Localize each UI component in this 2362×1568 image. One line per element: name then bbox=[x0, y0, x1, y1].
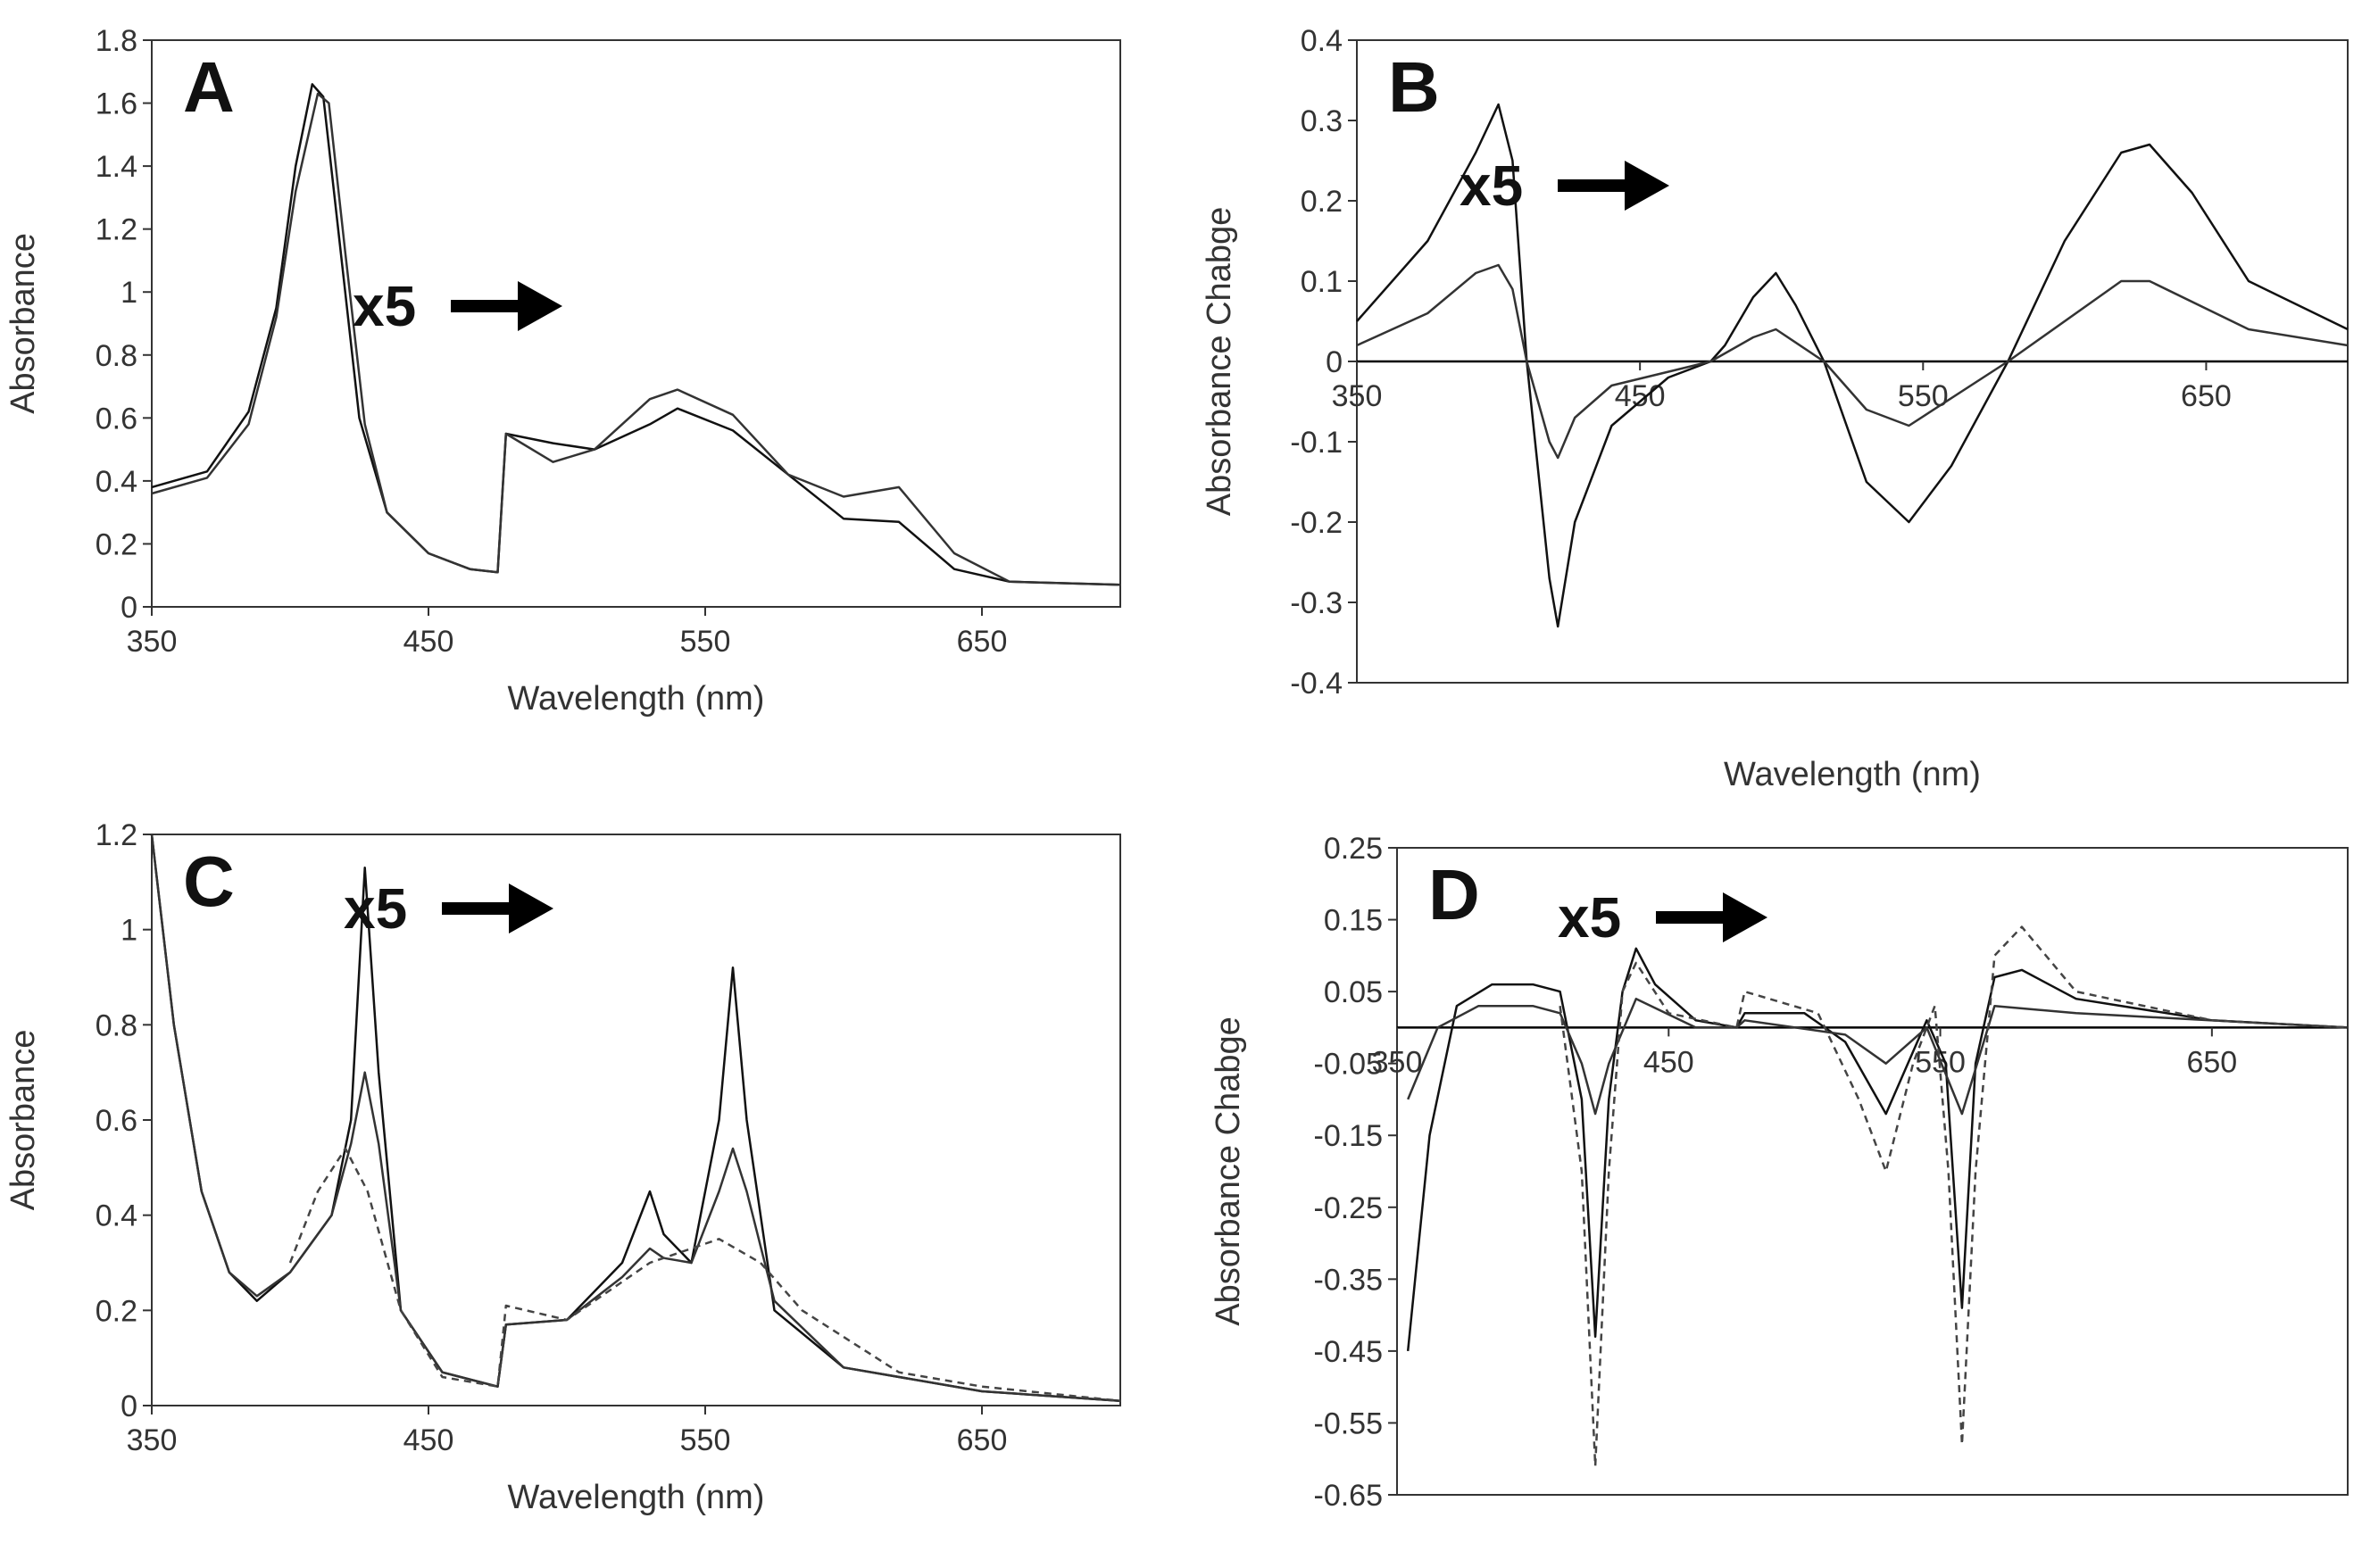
y-tick-label: 1.2 bbox=[96, 818, 137, 852]
y-tick-label: 0.25 bbox=[1324, 832, 1383, 866]
y-tick-label: 0 bbox=[121, 1390, 137, 1423]
panel-a: 0 0.2 0.4 0.6 0.8 1 1.2 1.4 1.6 1.8 350 450 550 650 Ax… bbox=[4, 24, 1121, 718]
x-axis-title: Wavelength (nm) bbox=[508, 1479, 765, 1516]
spectrum-line-1 bbox=[1406, 947, 2349, 1352]
x-tick-label: 450 bbox=[403, 1423, 454, 1457]
y-tick-label: 0.2 bbox=[96, 527, 137, 561]
x-tick-label: 450 bbox=[403, 625, 454, 659]
y-tick-label: 0 bbox=[1326, 345, 1343, 379]
y-tick-label: 0.8 bbox=[96, 1008, 137, 1042]
plot-frame bbox=[1396, 847, 2349, 1496]
y-tick-label: 1.6 bbox=[96, 87, 137, 121]
y-tick-label: 0.4 bbox=[1301, 24, 1343, 58]
y-tick-label: 1.2 bbox=[96, 213, 137, 247]
right-arrow-icon bbox=[442, 884, 553, 933]
spectrum-line-3 bbox=[288, 1147, 1121, 1402]
y-axis-title: Absorbance Chabge bbox=[1201, 207, 1238, 516]
y-tick-label: -0.3 bbox=[1290, 586, 1343, 620]
x-tick-label: 550 bbox=[1898, 379, 1949, 413]
spectrum-line-2 bbox=[151, 92, 1121, 586]
y-tick-label: 0.05 bbox=[1324, 975, 1383, 1009]
y-tick-label: 0.4 bbox=[96, 465, 137, 499]
y-tick-label: 0.15 bbox=[1324, 904, 1383, 938]
y-tick-label: -0.45 bbox=[1314, 1335, 1384, 1369]
y-tick-label: -0.4 bbox=[1290, 667, 1343, 701]
x-tick-label: 650 bbox=[957, 1423, 1008, 1457]
magnification-label: x5 bbox=[344, 876, 407, 941]
y-tick-label: 1.8 bbox=[96, 24, 137, 58]
y-tick-label: -0.25 bbox=[1314, 1191, 1384, 1225]
spectrum-line-2 bbox=[1407, 997, 2349, 1116]
panel-d: -0.65 -0.55 -0.45 -0.35 -0.25 -0.15 -0.05 0.05 0… bbox=[1210, 832, 2349, 1513]
right-arrow-icon bbox=[451, 281, 562, 331]
y-tick-label: 0.4 bbox=[96, 1199, 137, 1233]
y-tick-label: 0.6 bbox=[96, 402, 137, 436]
spectrum-line-1 bbox=[150, 834, 1121, 1402]
right-arrow-icon bbox=[1656, 892, 1767, 942]
y-tick-label: -0.2 bbox=[1290, 506, 1343, 540]
x-tick-label: 650 bbox=[2181, 379, 2232, 413]
x-axis-title: Wavelength (nm) bbox=[508, 680, 765, 718]
panel-c: 0 0.2 0.4 0.6 0.8 1 1.2 350 450 550 650 C x5 Waveleng… bbox=[4, 818, 1121, 1516]
y-tick-label: -0.35 bbox=[1314, 1263, 1384, 1297]
y-axis-title: Absorbance Chabge bbox=[1210, 1016, 1247, 1325]
magnification-label: x5 bbox=[1558, 885, 1621, 950]
spectrum-line-1 bbox=[1356, 103, 2349, 628]
spectrum-line-2 bbox=[1356, 263, 2349, 460]
y-axis-title: Absorbance bbox=[4, 1030, 42, 1211]
plot-frame bbox=[151, 39, 1121, 608]
y-tick-label: 0.2 bbox=[1301, 185, 1343, 219]
y-tick-label: 0.3 bbox=[1301, 104, 1343, 138]
panel-letter: B bbox=[1388, 47, 1440, 127]
spectrum-line-1 bbox=[151, 83, 1121, 586]
magnification-label: x5 bbox=[1460, 153, 1523, 218]
y-tick-label: 0.8 bbox=[96, 339, 137, 373]
x-tick-label: 550 bbox=[680, 1423, 731, 1457]
x-tick-label: 350 bbox=[1372, 1045, 1423, 1079]
y-tick-label: -0.05 bbox=[1314, 1048, 1384, 1082]
x-tick-label: 650 bbox=[957, 625, 1008, 659]
x-tick-label: 450 bbox=[1615, 379, 1666, 413]
y-tick-label: -0.1 bbox=[1290, 426, 1343, 460]
y-tick-label: 1 bbox=[121, 276, 137, 310]
y-tick-label: 1.4 bbox=[96, 150, 137, 184]
y-tick-label: -0.65 bbox=[1314, 1479, 1384, 1513]
x-tick-label: 650 bbox=[2186, 1045, 2237, 1079]
panel-b: -0.4 -0.3 -0.2 -0.1 0 0.1 0.2 0.3 0.4 350 450 550 65… bbox=[1201, 24, 2349, 793]
magnification-label: x5 bbox=[353, 274, 416, 338]
y-tick-label: 0 bbox=[121, 591, 137, 625]
x-axis-title: Wavelength (nm) bbox=[1724, 756, 1981, 793]
x-tick-label: 450 bbox=[1643, 1045, 1694, 1079]
y-tick-label: 1 bbox=[121, 914, 137, 948]
y-tick-label: 0.6 bbox=[96, 1104, 137, 1138]
plot-frame bbox=[151, 834, 1121, 1406]
y-axis-title: Absorbance bbox=[4, 233, 42, 414]
x-tick-label: 550 bbox=[680, 625, 731, 659]
x-tick-label: 350 bbox=[127, 1423, 178, 1457]
panel-letter: D bbox=[1428, 855, 1480, 934]
x-tick-label: 350 bbox=[1332, 379, 1383, 413]
spectrum-line-2 bbox=[150, 834, 1121, 1402]
y-tick-label: 0.2 bbox=[96, 1294, 137, 1328]
panel-letter: C bbox=[183, 842, 235, 921]
y-tick-label: -0.55 bbox=[1314, 1406, 1384, 1440]
panel-letter: A bbox=[183, 47, 235, 127]
spectrum-line-3 bbox=[1559, 925, 2349, 1468]
right-arrow-icon bbox=[1558, 161, 1669, 211]
y-tick-label: 0.1 bbox=[1301, 265, 1343, 299]
x-tick-label: 350 bbox=[127, 625, 178, 659]
y-tick-label: -0.15 bbox=[1314, 1119, 1384, 1153]
